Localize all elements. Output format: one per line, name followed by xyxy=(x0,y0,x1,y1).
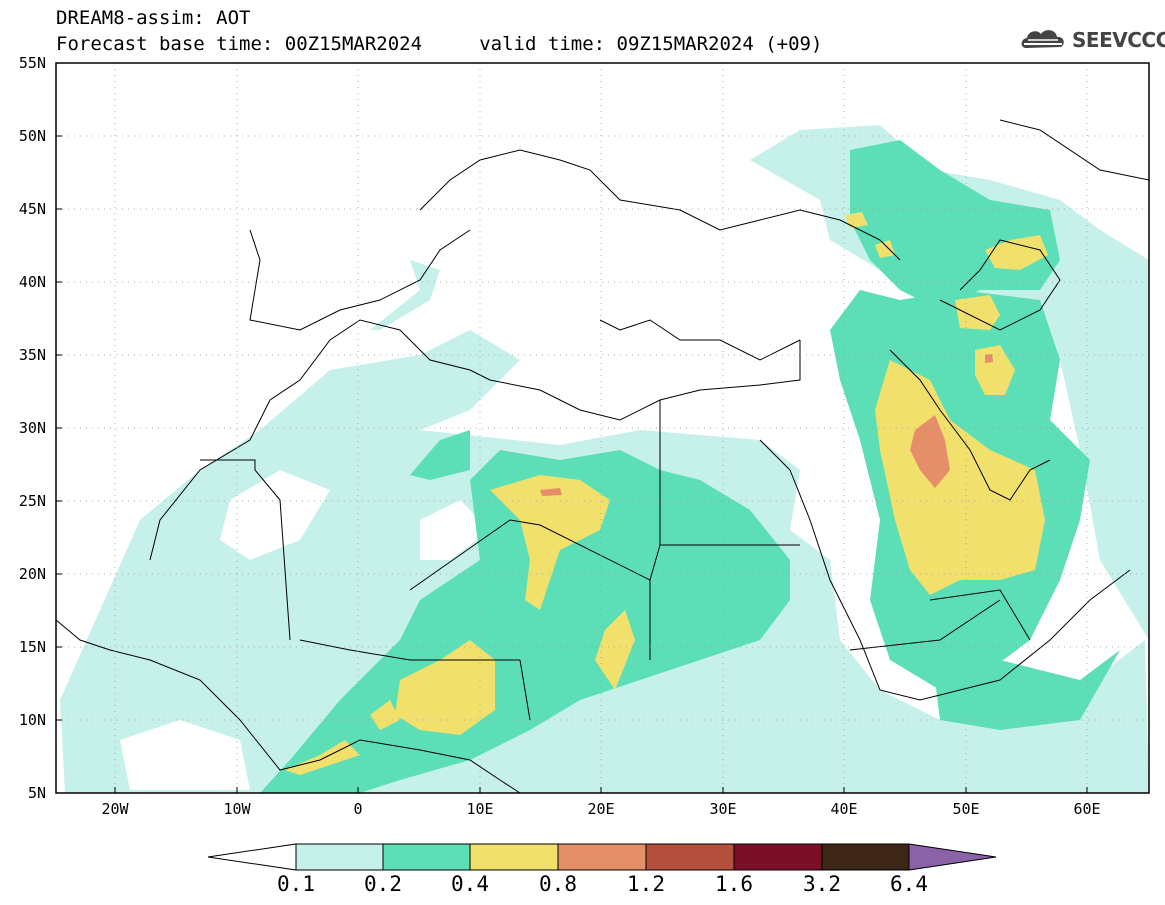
axis-ticks xyxy=(56,62,1088,793)
colorbar-label: 0.2 xyxy=(364,872,402,896)
lon-tick-label: 60E xyxy=(1073,800,1101,818)
colorbar xyxy=(207,843,997,871)
aot-band-0.4-0.8 xyxy=(285,212,1048,775)
colorbar-box xyxy=(645,843,735,871)
lon-tick-label: 10E xyxy=(466,800,494,818)
map-title: DREAM8-assim: AOT xyxy=(56,7,251,29)
lon-tick-label: 40E xyxy=(830,800,858,818)
lat-tick-label: 35N xyxy=(18,346,46,364)
coastlines-and-borders xyxy=(55,119,1150,794)
logo-text: SEEVCCC xyxy=(1072,28,1165,52)
lat-tick-label: 50N xyxy=(18,127,46,145)
colorbar-label: 0.4 xyxy=(451,872,489,896)
lon-tick-label: 20W xyxy=(101,800,129,818)
colorbar-box xyxy=(295,843,384,871)
lat-tick-label: 10N xyxy=(18,711,46,729)
lat-tick-label: 20N xyxy=(18,565,46,583)
lat-tick-label: 15N xyxy=(18,638,46,656)
lon-tick-label: 50E xyxy=(952,800,980,818)
lon-tick-label: 0 xyxy=(353,800,363,818)
lat-tick-label: 30N xyxy=(18,419,46,437)
graticule xyxy=(56,63,1149,793)
lat-tick-label: 45N xyxy=(18,200,46,218)
lon-tick-label: 10W xyxy=(223,800,251,818)
aot-contour-layer xyxy=(60,125,1149,793)
colorbar-box xyxy=(382,843,471,871)
colorbar-label: 0.1 xyxy=(277,872,315,896)
colorbar-label: 0.8 xyxy=(539,872,577,896)
colorbar-label: 3.2 xyxy=(803,872,841,896)
colorbar-label: 1.6 xyxy=(715,872,753,896)
cloud-logo-icon xyxy=(1021,30,1064,48)
colorbar-label: 6.4 xyxy=(890,872,928,896)
colorbar-box xyxy=(557,843,647,871)
aot-band-0.8-1.2 xyxy=(540,354,993,496)
colorbar-over-arrow xyxy=(908,843,997,871)
aot-gap-areas xyxy=(120,470,490,790)
colorbar-label: 1.2 xyxy=(627,872,665,896)
lon-tick-label: 20E xyxy=(587,800,615,818)
colorbar-box xyxy=(733,843,823,871)
colorbar-under-arrow xyxy=(207,843,297,871)
seevccc-logo: SEEVCCC xyxy=(1018,22,1165,58)
lat-tick-label: 5N xyxy=(27,784,46,802)
colorbar-box xyxy=(821,843,910,871)
colorbar-box xyxy=(469,843,559,871)
forecast-time-line: Forecast base time: 00Z15MAR2024 valid t… xyxy=(56,33,823,55)
lat-tick-label: 55N xyxy=(18,54,46,72)
lat-tick-label: 25N xyxy=(18,492,46,510)
lat-tick-label: 40N xyxy=(18,273,46,291)
lon-tick-label: 30E xyxy=(709,800,737,818)
